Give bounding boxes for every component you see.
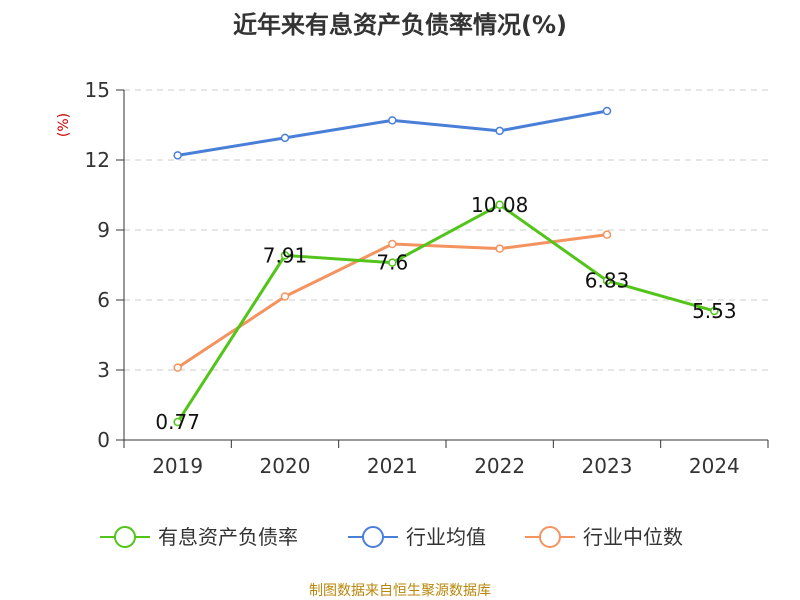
data-point[interactable] — [602, 276, 612, 285]
legend[interactable]: 有息资产负债率 行业均值 行业中位数 — [100, 525, 683, 549]
grid-lines — [124, 89, 768, 371]
data-labels: 0.77 7.91 7.6 10.08 6.83 5.53 — [155, 193, 736, 434]
axes: 0 3 6 9 12 15 2019 2020 2021 2022 2023 2024 — [85, 78, 769, 478]
legend-item[interactable]: 行业均值 — [348, 525, 486, 549]
data-label: 0.77 — [155, 410, 200, 434]
x-tick-label: 2020 — [260, 454, 311, 478]
data-point[interactable] — [388, 116, 397, 125]
data-label: 7.91 — [263, 243, 308, 267]
y-tick-label: 3 — [97, 358, 110, 382]
legend-swatch-marker — [114, 526, 136, 548]
x-tick-label: 2019 — [152, 454, 203, 478]
y-tick-label: 15 — [85, 78, 110, 102]
data-label: 7.6 — [376, 251, 408, 275]
data-point[interactable] — [495, 244, 504, 253]
chart-title: 近年来有息资产负债率情况(%) — [233, 11, 567, 39]
source-note: 制图数据来自恒生聚源数据库 — [309, 583, 491, 599]
series-layer — [173, 106, 719, 427]
data-label: 10.08 — [471, 193, 528, 217]
data-label: 6.83 — [585, 269, 630, 293]
data-point[interactable] — [710, 306, 719, 316]
y-axis-unit: (%) — [56, 113, 72, 137]
data-point[interactable] — [495, 200, 504, 210]
series-line-0 — [176, 203, 715, 423]
y-tick-label: 9 — [97, 218, 110, 242]
legend-item[interactable]: 行业中位数 — [525, 525, 683, 549]
x-tick-label: 2022 — [474, 454, 525, 478]
x-tick-label: 2023 — [582, 454, 633, 478]
data-point[interactable] — [173, 363, 182, 372]
legend-label: 行业中位数 — [583, 525, 683, 549]
x-tick-label: 2024 — [689, 454, 740, 478]
y-tick-label: 12 — [85, 148, 110, 172]
data-point[interactable] — [495, 126, 504, 136]
legend-label: 行业均值 — [406, 525, 486, 549]
data-point[interactable] — [280, 251, 290, 260]
data-point[interactable] — [173, 417, 182, 427]
x-tick-label: 2021 — [367, 454, 418, 478]
legend-item[interactable]: 有息资产负债率 — [100, 525, 298, 549]
data-point[interactable] — [173, 151, 182, 160]
legend-label: 有息资产负债率 — [158, 525, 298, 549]
data-point[interactable] — [280, 133, 290, 143]
data-point[interactable] — [602, 230, 612, 239]
legend-swatch-marker — [539, 526, 561, 548]
data-label: 5.53 — [692, 299, 737, 323]
legend-swatch-marker — [362, 526, 384, 548]
data-point[interactable] — [388, 258, 397, 267]
data-point[interactable] — [280, 292, 290, 301]
y-tick-label: 0 — [97, 428, 110, 452]
data-point[interactable] — [388, 239, 397, 249]
y-tick-label: 6 — [97, 288, 110, 312]
data-point[interactable] — [602, 106, 612, 116]
